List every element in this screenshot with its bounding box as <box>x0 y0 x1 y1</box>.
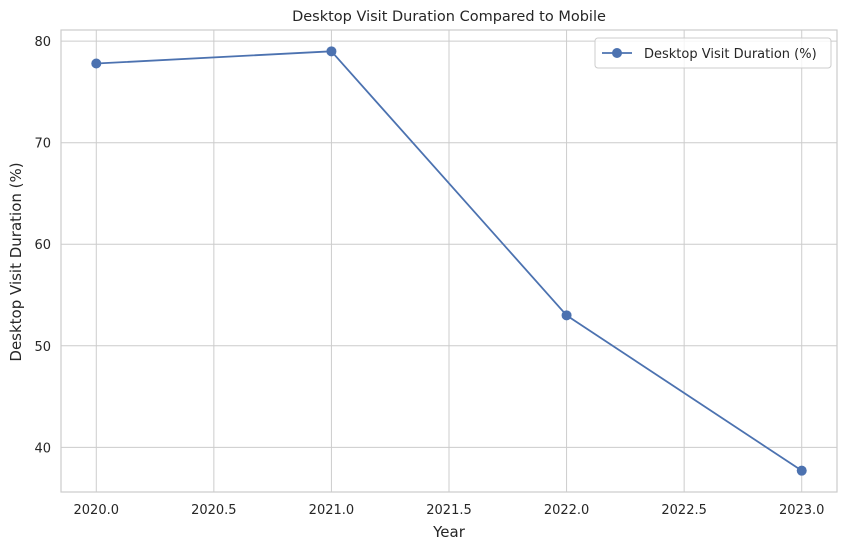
data-point <box>561 310 572 321</box>
y-tick-label: 40 <box>34 441 51 456</box>
legend-marker-swatch <box>612 48 622 58</box>
x-tick-label: 2020.0 <box>74 503 120 518</box>
x-tick-label: 2023.0 <box>779 503 825 518</box>
x-tick-label: 2022.0 <box>544 503 590 518</box>
data-point <box>326 46 337 57</box>
y-tick-label: 80 <box>34 35 51 50</box>
x-axis-label: Year <box>432 523 466 541</box>
x-tick-label: 2021.0 <box>309 503 355 518</box>
legend: Desktop Visit Duration (%) <box>594 37 832 69</box>
y-axis-label: Desktop Visit Duration (%) <box>7 162 25 361</box>
series-line <box>96 50 803 472</box>
x-tick-label: 2022.5 <box>661 503 707 518</box>
x-tick-label: 2021.5 <box>426 503 472 518</box>
series-layer <box>91 46 807 476</box>
x-tick-label: 2020.5 <box>191 503 237 518</box>
grid-layer <box>61 30 837 492</box>
chart-title: Desktop Visit Duration Compared to Mobil… <box>292 9 606 25</box>
data-point <box>91 58 102 69</box>
x-tick-labels: 2020.0 2020.5 2021.0 2021.5 2022.0 2022.5 2023… <box>74 503 825 518</box>
plot-area-frame <box>60 29 838 493</box>
data-point <box>796 465 807 476</box>
y-tick-label: 70 <box>34 137 51 152</box>
y-tick-label: 60 <box>34 238 51 253</box>
legend-label: Desktop Visit Duration (%) <box>644 47 817 62</box>
y-tick-label: 50 <box>34 340 51 355</box>
y-tick-labels: 40 50 60 70 80 <box>34 35 51 456</box>
legend-box <box>594 37 832 69</box>
